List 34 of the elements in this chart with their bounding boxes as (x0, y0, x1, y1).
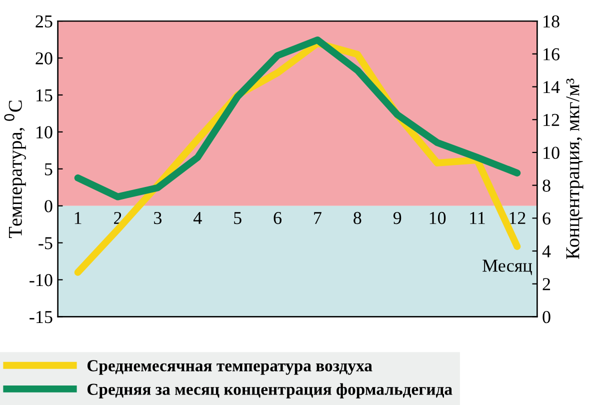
x-tick-label: 8 (354, 212, 362, 224)
y2-tick-label: 12 (544, 114, 560, 126)
y-tick-label: 0 (44, 200, 52, 212)
x-tick-label: 11 (470, 212, 485, 224)
y2-axis-title: Концентрация, мкг/м³ (566, 78, 584, 260)
y2-tick-label: 14 (544, 81, 560, 94)
y-tick-label: 25 (36, 15, 52, 28)
x-tick-label: 12 (510, 212, 526, 224)
x-tick-label: 1 (74, 212, 82, 224)
legend-label: Средняя за месяц концентрация формальдегида (87, 383, 452, 398)
y-axis-title: Температура, $^{0}$С (4, 100, 26, 238)
y2-tick-label: 10 (544, 146, 560, 159)
y-tick-label: 5 (45, 163, 52, 176)
y2-tick-label: 8 (542, 180, 550, 192)
y-tick-label: -15 (30, 311, 52, 324)
x-tick-label: 9 (393, 212, 402, 224)
y-tick-label: 10 (36, 126, 52, 138)
x-tick-label: 10 (430, 212, 446, 224)
y-tick-label: 20 (36, 52, 52, 64)
x-tick-label: 3 (154, 212, 162, 224)
x-tick-label: 6 (274, 212, 282, 224)
y-tick-label: 15 (36, 89, 52, 102)
y-tick-label: -10 (30, 274, 52, 286)
x-tick-label: 7 (314, 212, 322, 224)
y2-tick-label: 16 (544, 48, 560, 60)
y2-tick-label: 2 (542, 278, 550, 290)
y2-tick-label: 4 (542, 245, 551, 258)
x-tick-label: 4 (193, 212, 202, 224)
x-tick-label: 5 (234, 212, 242, 224)
y2-tick-label: 18 (544, 15, 560, 28)
y2-tick-label: 0 (542, 310, 550, 324)
x-axis-title: Месяц (482, 260, 532, 276)
legend-label: Среднемесячная температура воздуха (87, 360, 372, 375)
y-tick-label: -5 (38, 237, 52, 250)
